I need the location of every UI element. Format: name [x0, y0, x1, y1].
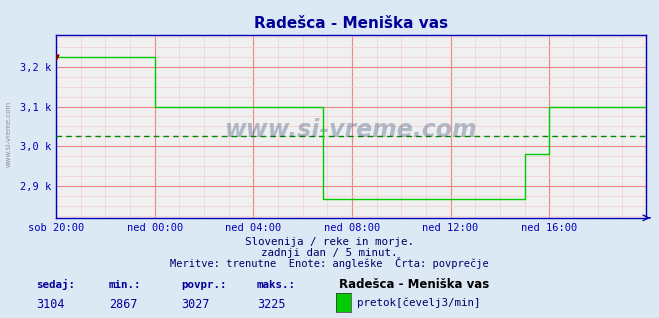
Text: pretok[čevelj3/min]: pretok[čevelj3/min] [357, 297, 480, 308]
Text: povpr.:: povpr.: [181, 280, 227, 290]
Text: Radešca - Meniška vas: Radešca - Meniška vas [339, 279, 490, 291]
Text: www.si-vreme.com: www.si-vreme.com [225, 118, 477, 142]
Title: Radešca - Meniška vas: Radešca - Meniška vas [254, 16, 448, 31]
Text: Meritve: trenutne  Enote: angleške  Črta: povprečje: Meritve: trenutne Enote: angleške Črta: … [170, 257, 489, 269]
Text: maks.:: maks.: [257, 280, 296, 290]
Text: 3027: 3027 [181, 299, 210, 311]
Text: www.si-vreme.com: www.si-vreme.com [5, 100, 12, 167]
Text: min.:: min.: [109, 280, 141, 290]
Text: Slovenija / reke in morje.: Slovenija / reke in morje. [245, 237, 414, 247]
Text: 3104: 3104 [36, 299, 65, 311]
Text: 3225: 3225 [257, 299, 285, 311]
Text: 2867: 2867 [109, 299, 137, 311]
Text: zadnji dan / 5 minut.: zadnji dan / 5 minut. [261, 248, 398, 258]
Text: sedaj:: sedaj: [36, 280, 75, 290]
